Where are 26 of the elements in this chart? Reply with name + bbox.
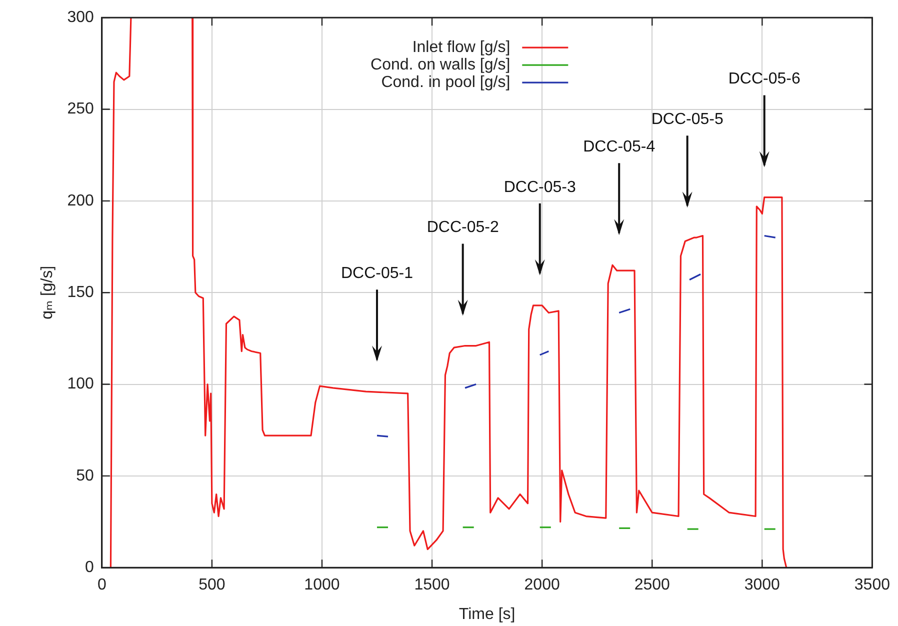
annotation: DCC-05-2	[426, 219, 499, 236]
y-tick-label: 250	[67, 100, 94, 118]
legend-label: Cond. in pool [g/s]	[381, 74, 510, 92]
x-tick-label: 1500	[414, 576, 450, 594]
y-tick-label: 100	[67, 376, 94, 393]
x-tick-label: 1000	[304, 576, 340, 594]
y-tick-label: 300	[67, 9, 94, 26]
x-tick-label: 2000	[524, 576, 560, 594]
annotation: DCC-05-6	[728, 70, 800, 88]
x-tick-label: 0	[97, 576, 106, 594]
x-tick-label: 3000	[744, 576, 780, 594]
y-tick-label: 200	[67, 192, 94, 210]
annotation: DCC-05-1	[340, 265, 414, 282]
x-tick-label: 500	[198, 576, 226, 594]
annotation: DCC-05-5	[651, 111, 724, 128]
y-tick-label: 50	[76, 467, 94, 484]
legend-label: Cond. on walls [g/s]	[370, 56, 510, 74]
x-axis-title: Time [s]	[458, 606, 516, 623]
legend-label: Inlet flow [g/s]	[412, 39, 510, 56]
y-tick-label: 150	[67, 284, 94, 302]
y-tick-label: 0	[84, 559, 94, 576]
annotation: DCC-05-3	[504, 178, 576, 196]
y-axis-title: qₘ [g/s]	[39, 266, 56, 320]
x-tick-label: 2500	[634, 576, 670, 594]
annotation: DCC-05-4	[583, 138, 656, 156]
x-tick-label: 3500	[854, 576, 890, 594]
